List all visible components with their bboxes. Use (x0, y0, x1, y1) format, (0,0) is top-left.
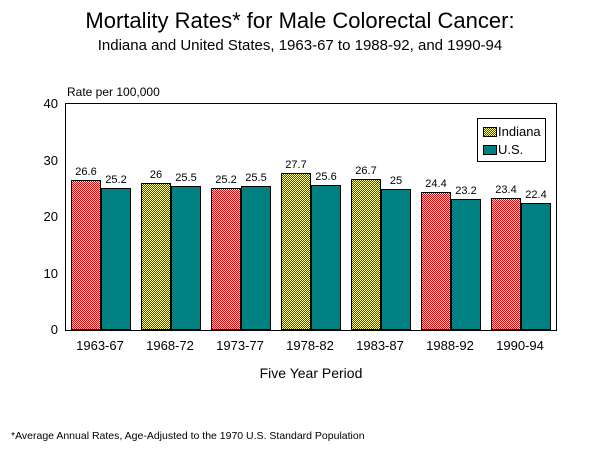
legend-row-indiana: Indiana (483, 124, 541, 139)
x-axis-title: Five Year Period (259, 365, 363, 381)
footnotes: *Average Annual Rates, Age-Adjusted to t… (11, 403, 397, 454)
bar-us-1973-77 (241, 186, 271, 330)
value-label-us-1983-87: 25 (389, 175, 403, 187)
y-tick-30: 30 (43, 152, 58, 168)
bar-indiana-1963-67 (71, 180, 101, 330)
bar-us-1983-87 (381, 189, 411, 330)
value-label-indiana-1963-67: 26.6 (75, 166, 97, 178)
y-tick-10: 10 (43, 265, 58, 281)
x-tick-1988-92: 1988-92 (426, 338, 474, 353)
bar-indiana-1990-94 (491, 198, 521, 330)
bar-indiana-1978-82 (281, 173, 311, 330)
value-label-us-1963-67: 25.2 (105, 174, 127, 186)
chart-title: Mortality Rates* for Male Colorectal Can… (85, 8, 515, 33)
legend-swatch-indiana (483, 126, 497, 137)
y-tick-40: 40 (43, 96, 58, 111)
value-label-us-1973-77: 25.5 (245, 172, 267, 184)
bar-indiana-1968-72 (141, 183, 171, 330)
chart-subtitle: Indiana and United States, 1963-67 to 19… (97, 37, 503, 54)
footnote-asterisk: *Average Annual Rates, Age-Adjusted to t… (11, 430, 365, 442)
y-axis-unit-label: Rate per 100,000 (67, 85, 160, 99)
y-tick-20: 20 (43, 209, 58, 224)
legend-row-us: U.S. (483, 142, 541, 157)
plot-area: 26.6 25.2 26 25.5 25.2 25.5 27.7 25.6 26.7 25 24.4… (65, 103, 557, 331)
legend: Indiana U.S. (477, 118, 546, 162)
legend-label-us: U.S. (498, 142, 524, 157)
value-label-us-1978-82: 25.6 (315, 171, 337, 183)
value-label-indiana-1988-92: 24.4 (425, 178, 447, 190)
bar-us-1963-67 (101, 188, 131, 330)
bar-indiana-1988-92 (421, 192, 451, 330)
bar-indiana-1973-77 (211, 188, 241, 330)
value-label-indiana-1978-82: 27.7 (285, 159, 307, 171)
value-label-us-1990-94: 22.4 (525, 189, 547, 201)
bar-us-1968-72 (171, 186, 201, 330)
x-tick-1973-77: 1973-77 (216, 338, 264, 353)
y-tick-0: 0 (50, 322, 58, 337)
x-tick-1963-67: 1963-67 (76, 338, 124, 353)
x-tick-1983-87: 1983-87 (356, 338, 404, 353)
bar-indiana-1983-87 (351, 179, 381, 330)
value-label-indiana-1990-94: 23.4 (495, 184, 517, 196)
x-tick-1968-72: 1968-72 (146, 338, 194, 353)
value-label-indiana-1973-77: 25.2 (215, 174, 237, 186)
legend-label-indiana: Indiana (498, 124, 541, 139)
bar-us-1990-94 (521, 203, 551, 330)
legend-swatch-us (483, 144, 497, 155)
value-label-indiana-1983-87: 26.7 (355, 165, 377, 177)
x-tick-1990-94: 1990-94 (496, 338, 544, 353)
value-label-us-1988-92: 23.2 (455, 185, 477, 197)
x-tick-1978-82: 1978-82 (286, 338, 334, 353)
value-label-indiana-1968-72: 26 (149, 169, 163, 181)
value-label-us-1968-72: 25.5 (175, 172, 197, 184)
bar-us-1978-82 (311, 185, 341, 330)
bar-us-1988-92 (451, 199, 481, 330)
